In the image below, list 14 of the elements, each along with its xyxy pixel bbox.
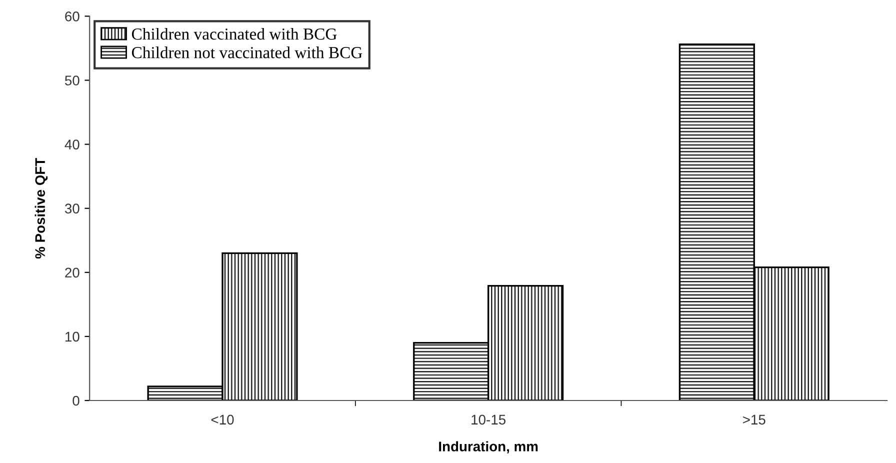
y-tick-label: 20 — [65, 268, 80, 278]
x-tick-label: 10-15 — [472, 414, 506, 425]
x-tick-label: >15 — [743, 414, 766, 425]
y-tick-label: 10 — [65, 332, 80, 342]
legend-label: Children vaccinated with BCG — [132, 28, 337, 40]
y-tick-label: 50 — [64, 76, 80, 86]
legend-label: Children not vaccinated with BCG — [132, 46, 362, 58]
y-tick-label: 0 — [72, 396, 80, 406]
y-tick-label: 60 — [65, 12, 80, 22]
y-tick-label: 30 — [64, 204, 80, 214]
x-tick-label: <10 — [211, 414, 234, 425]
y-tick-label: 40 — [64, 140, 80, 150]
y-axis-title: % Positive QFT — [34, 158, 48, 259]
x-axis-title: Induration, mm — [439, 441, 538, 454]
